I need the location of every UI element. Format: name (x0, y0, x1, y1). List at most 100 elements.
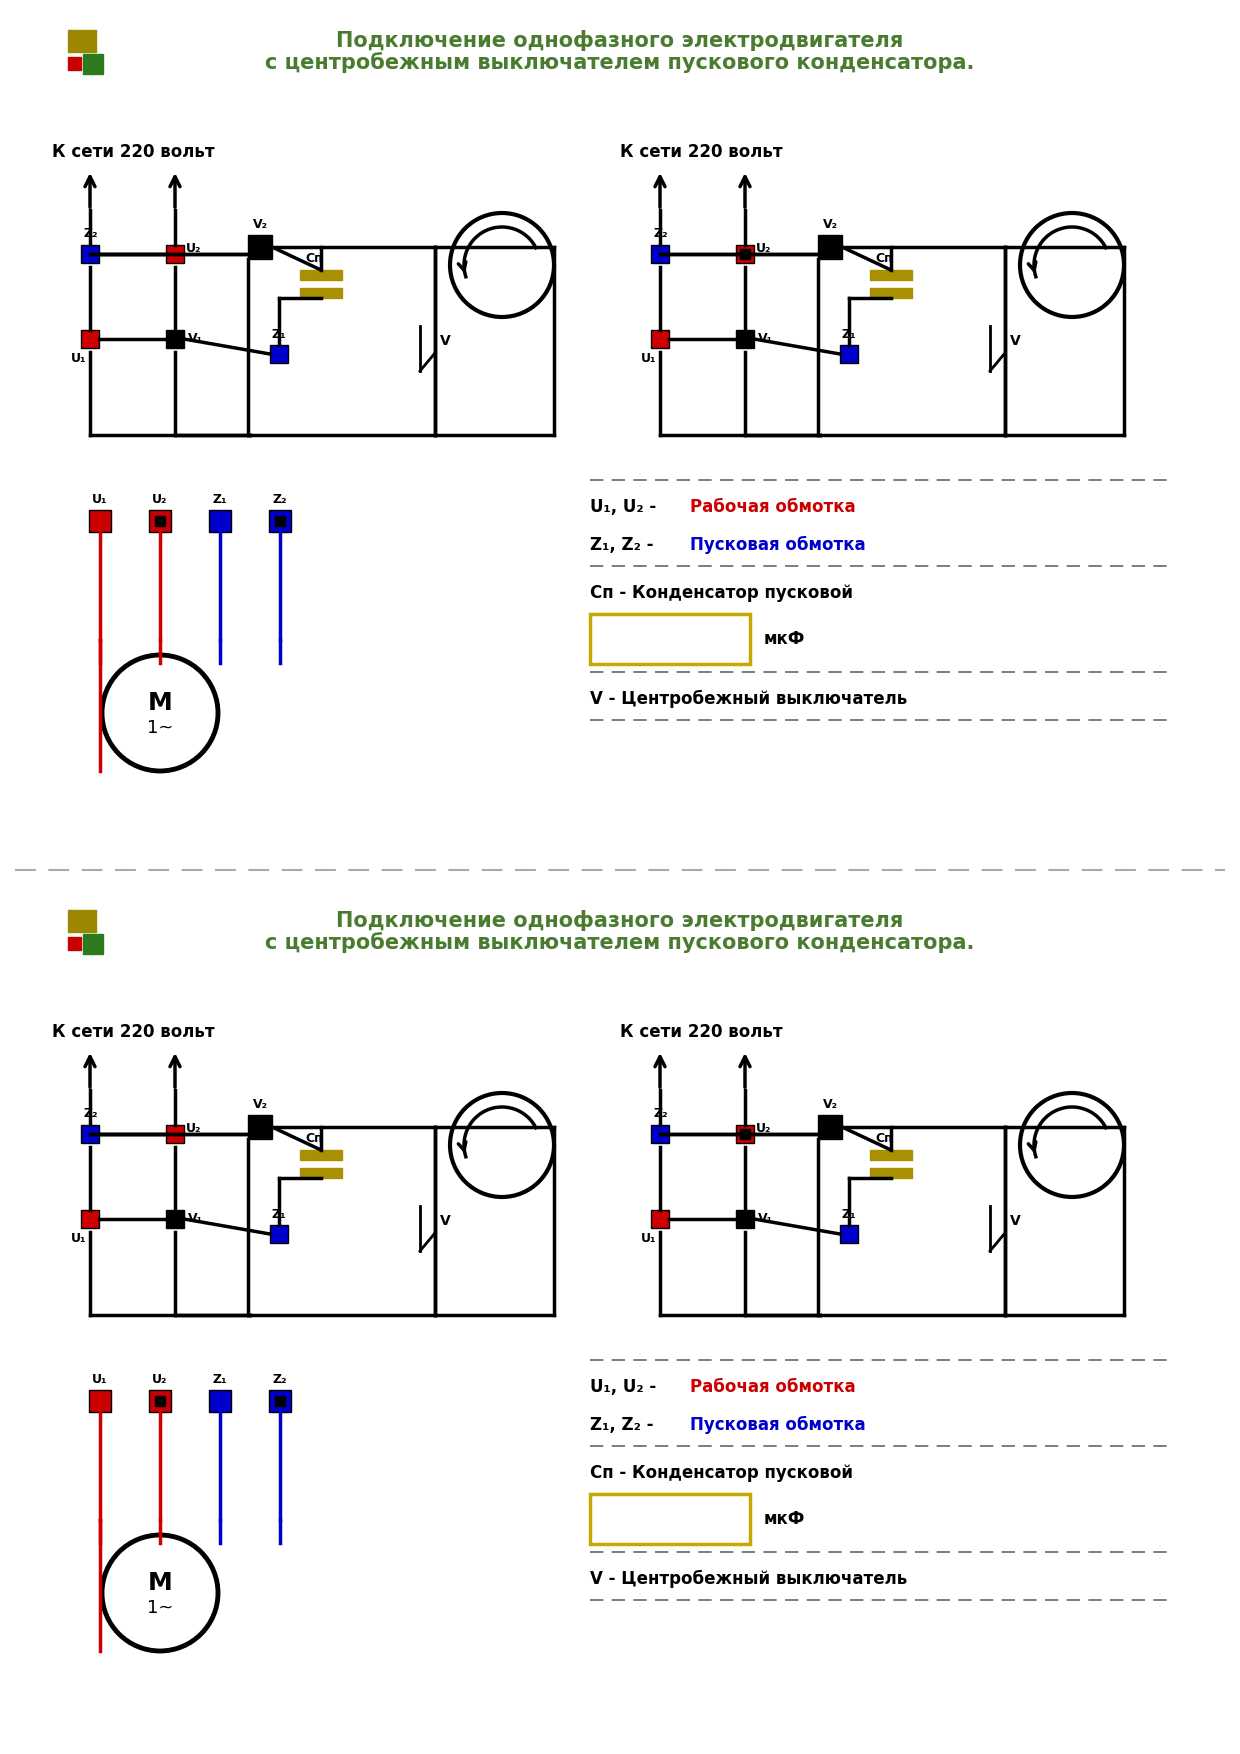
Text: Z₁, Z₂ -: Z₁, Z₂ - (590, 537, 660, 554)
Bar (590, 614, 750, 665)
Text: U₁: U₁ (641, 1231, 657, 1245)
Text: V₂: V₂ (253, 217, 268, 232)
Text: U₂: U₂ (186, 1123, 201, 1135)
Bar (68, 910, 95, 931)
Bar (870, 1151, 911, 1159)
Text: Рабочая обмотка: Рабочая обмотка (689, 1379, 856, 1396)
Text: Z₂: Z₂ (84, 226, 98, 240)
Text: Рабочая обмотка: Рабочая обмотка (689, 498, 856, 516)
Text: V₂: V₂ (822, 1098, 837, 1110)
Text: Z₂: Z₂ (653, 1107, 668, 1121)
Bar (590, 1494, 750, 1544)
Text: Z₂: Z₂ (84, 1107, 98, 1121)
Text: U₁, U₂ -: U₁, U₂ - (590, 1379, 662, 1396)
Bar (83, 933, 103, 954)
Bar (839, 346, 858, 363)
Text: V: V (1011, 333, 1021, 347)
Bar (818, 235, 842, 260)
Text: с центробежным выключателем пускового конденсатора.: с центробежным выключателем пускового ко… (265, 53, 975, 74)
Bar (149, 1389, 171, 1412)
Text: Подключение однофазного электродвигателя: Подключение однофазного электродвигателя (336, 910, 904, 931)
Text: К сети 220 вольт: К сети 220 вольт (620, 1023, 782, 1042)
Bar (83, 54, 103, 74)
Bar (166, 330, 184, 347)
Text: Подключение однофазного электродвигателя: Подключение однофазного электродвигателя (336, 30, 904, 51)
Text: мкФ: мкФ (764, 1510, 805, 1528)
Bar (210, 1389, 231, 1412)
Bar (248, 235, 272, 260)
Bar (269, 1389, 291, 1412)
Text: Z₁, Z₂ -: Z₁, Z₂ - (590, 1415, 660, 1435)
Bar (275, 516, 285, 526)
Bar (737, 246, 754, 263)
Bar (155, 516, 165, 526)
Text: Пусковая обмотка: Пусковая обмотка (689, 1415, 866, 1435)
Text: К сети 220 вольт: К сети 220 вольт (52, 144, 215, 161)
Text: V: V (440, 333, 451, 347)
Text: U₂: U₂ (153, 493, 167, 505)
Text: Сп - Конденсатор пусковой: Сп - Конденсатор пусковой (590, 584, 853, 602)
Bar (166, 1124, 184, 1144)
Bar (68, 937, 81, 951)
Bar (651, 1210, 670, 1228)
Bar (68, 56, 81, 70)
Bar (166, 246, 184, 263)
Text: Z₁: Z₁ (213, 493, 227, 505)
Text: V: V (1011, 1214, 1021, 1228)
Text: Z₁: Z₁ (213, 1373, 227, 1386)
Bar (81, 330, 99, 347)
Text: Z₂: Z₂ (653, 226, 668, 240)
Bar (81, 246, 99, 263)
Text: Z₂: Z₂ (273, 493, 288, 505)
Text: V₂: V₂ (253, 1098, 268, 1110)
Text: Z₁: Z₁ (272, 1209, 286, 1221)
Bar (651, 246, 670, 263)
Text: U₁: U₁ (92, 1373, 108, 1386)
Text: U₁: U₁ (71, 353, 87, 365)
Text: V₁: V₁ (188, 333, 203, 346)
Text: с центробежным выключателем пускового конденсатора.: с центробежным выключателем пускового ко… (265, 931, 975, 952)
Text: V₁: V₁ (758, 333, 773, 346)
Text: M: M (148, 1572, 172, 1594)
Bar (870, 1168, 911, 1179)
Bar (210, 510, 231, 531)
Bar (737, 1124, 754, 1144)
Text: V₁: V₁ (188, 1212, 203, 1226)
Text: U₂: U₂ (153, 1373, 167, 1386)
Text: Z₁: Z₁ (272, 328, 286, 340)
Bar (89, 510, 112, 531)
Bar (81, 1210, 99, 1228)
Bar (651, 1124, 670, 1144)
Text: U₂: U₂ (756, 1123, 771, 1135)
Bar (740, 1130, 750, 1138)
Text: Cп: Cп (305, 253, 322, 265)
Text: Cп: Cп (305, 1131, 322, 1145)
Bar (68, 30, 95, 53)
Bar (870, 288, 911, 298)
Bar (839, 1224, 858, 1244)
Text: M: M (148, 691, 172, 716)
Text: U₁: U₁ (71, 1231, 87, 1245)
Bar (300, 270, 342, 281)
Bar (89, 1389, 112, 1412)
Bar (270, 346, 288, 363)
Bar (166, 1210, 184, 1228)
Bar (870, 270, 911, 281)
Text: Z₁: Z₁ (842, 328, 857, 340)
Text: Z₂: Z₂ (273, 1373, 288, 1386)
Text: V₂: V₂ (822, 217, 837, 232)
Text: Cп: Cп (875, 253, 893, 265)
Bar (248, 1116, 272, 1138)
Text: 1~: 1~ (146, 1600, 174, 1617)
Bar (269, 510, 291, 531)
Bar (81, 1124, 99, 1144)
Text: мкФ: мкФ (764, 630, 805, 647)
Bar (270, 1224, 288, 1244)
Bar (300, 1151, 342, 1159)
Bar (737, 1210, 754, 1228)
Text: U₁: U₁ (92, 493, 108, 505)
Bar (818, 1116, 842, 1138)
Text: V - Центробежный выключатель: V - Центробежный выключатель (590, 1570, 908, 1587)
Bar (275, 1396, 285, 1407)
Text: К сети 220 вольт: К сети 220 вольт (620, 144, 782, 161)
